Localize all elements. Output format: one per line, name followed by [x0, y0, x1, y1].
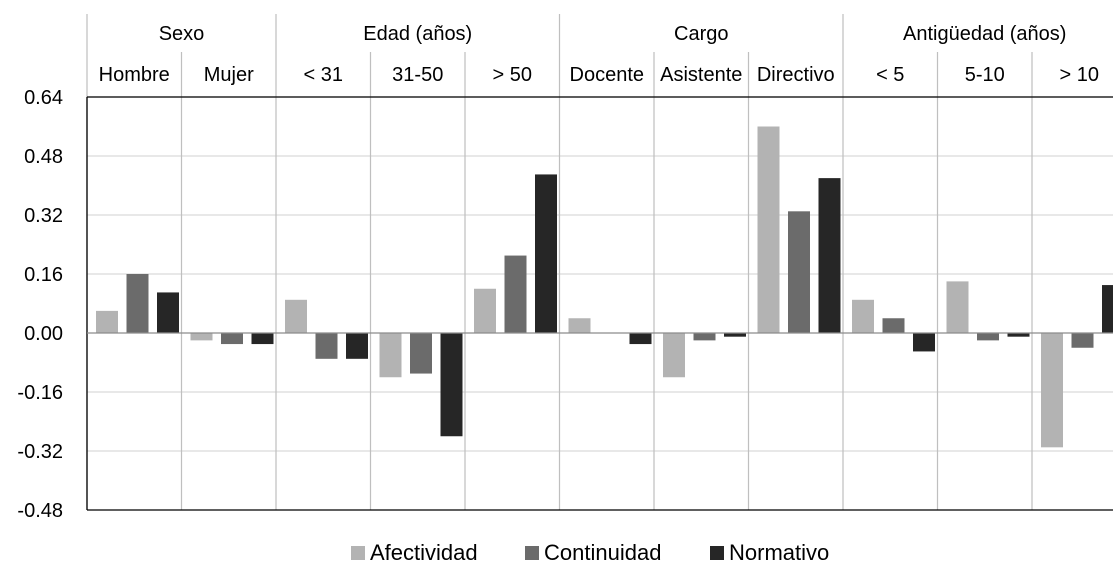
- category-label: > 50: [493, 64, 532, 86]
- category-label: < 31: [304, 64, 343, 86]
- bar-afectividad: [379, 333, 402, 378]
- bar-continuidad: [977, 333, 999, 341]
- axes: [86, 96, 1113, 511]
- y-tick-label: 0.00: [24, 323, 63, 345]
- legend-swatch: [525, 546, 539, 560]
- bar-afectividad: [663, 333, 685, 378]
- legend-label: Continuidad: [544, 540, 661, 565]
- category-label: Docente: [570, 64, 645, 86]
- bar-continuidad: [504, 255, 527, 333]
- y-tick-label: -0.48: [17, 500, 63, 522]
- group-label: Edad (años): [363, 23, 472, 45]
- group-labels: Sexo Edad (años) Cargo Antigüedad (años): [159, 23, 1067, 45]
- bar-normativo: [818, 178, 841, 333]
- bar-normativo: [629, 333, 652, 345]
- bar-afectividad: [946, 281, 969, 333]
- y-tick-label: 0.48: [24, 146, 63, 168]
- bar-normativo: [913, 333, 935, 352]
- bar-normativo: [251, 333, 274, 345]
- bar-afectividad: [757, 126, 780, 333]
- bar-normativo: [1007, 333, 1030, 337]
- y-tick-label: -0.32: [17, 441, 63, 463]
- bar-normativo: [440, 333, 463, 437]
- bar-afectividad: [190, 333, 213, 341]
- bar-normativo: [157, 292, 179, 333]
- y-tick-label: 0.16: [24, 264, 63, 286]
- bar-normativo: [535, 174, 557, 333]
- bars: [96, 126, 1113, 448]
- y-tick-labels: 0.64 0.48 0.32 0.16 0.00 -0.16 -0.32 -0.48: [17, 87, 63, 522]
- bar-afectividad: [474, 288, 496, 333]
- bar-continuidad: [882, 318, 905, 333]
- bar-continuidad: [1071, 333, 1094, 348]
- group-label: Cargo: [674, 23, 728, 45]
- category-label: < 5: [876, 64, 904, 86]
- bar-continuidad: [693, 333, 716, 341]
- bar-continuidad: [126, 274, 149, 333]
- category-label: Hombre: [99, 64, 170, 86]
- category-label: > 10: [1060, 64, 1099, 86]
- category-separators: [86, 14, 1033, 510]
- legend-swatch: [351, 546, 365, 560]
- bar-afectividad: [568, 318, 591, 333]
- group-label: Sexo: [159, 23, 205, 45]
- bar-afectividad: [96, 310, 118, 333]
- category-label: Directivo: [757, 64, 835, 86]
- group-label: Antigüedad (años): [903, 23, 1066, 45]
- bar-afectividad: [285, 299, 307, 333]
- bar-afectividad: [852, 299, 874, 333]
- bar-continuidad: [410, 333, 432, 374]
- y-tick-label: 0.32: [24, 205, 63, 227]
- category-label: 31-50: [392, 64, 443, 86]
- category-label: Mujer: [204, 64, 254, 86]
- bar-afectividad: [1041, 333, 1063, 448]
- bar-continuidad: [788, 211, 810, 333]
- y-tick-label: 0.64: [24, 87, 63, 109]
- bar-normativo: [346, 333, 368, 359]
- legend: Afectividad Continuidad Normativo: [351, 540, 829, 565]
- legend-label: Afectividad: [370, 540, 478, 565]
- bar-normativo: [1102, 285, 1113, 333]
- y-tick-label: -0.16: [17, 382, 63, 404]
- category-label: Asistente: [660, 64, 742, 86]
- category-labels: Hombre Mujer < 31 31-50 > 50 Docente Asistente…: [99, 64, 1099, 86]
- grid-lines: [87, 96, 1113, 452]
- bar-normativo: [724, 333, 746, 337]
- legend-swatch: [710, 546, 724, 560]
- category-label: 5-10: [965, 64, 1005, 86]
- legend-label: Normativo: [729, 540, 829, 565]
- bar-continuidad: [221, 333, 243, 345]
- bar-continuidad: [315, 333, 338, 359]
